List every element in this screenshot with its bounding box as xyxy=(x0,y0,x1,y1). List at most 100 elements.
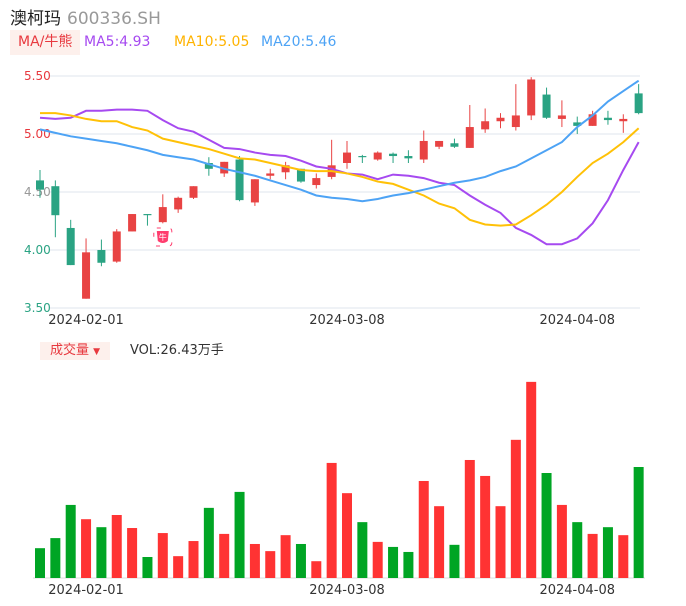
volume-bar xyxy=(173,556,184,578)
volume-bar xyxy=(464,459,475,578)
volume-bar xyxy=(587,533,598,578)
ma20-line xyxy=(39,79,640,203)
volume-bar xyxy=(311,561,322,578)
ma10-value: MA10:5.05 xyxy=(174,34,250,50)
candle-down xyxy=(204,163,213,169)
volume-bar xyxy=(357,522,368,578)
volume-bar xyxy=(280,535,291,578)
ma10-line xyxy=(40,112,640,227)
volume-bar xyxy=(418,480,429,578)
candle-down xyxy=(542,94,551,118)
volume-bar xyxy=(142,557,153,578)
stock-title: 澳柯玛 600336.SH xyxy=(10,4,161,29)
volume-bar xyxy=(326,462,337,578)
candle-down xyxy=(603,117,612,121)
candle-down xyxy=(97,250,106,263)
x-tick-label: 2024-04-08 xyxy=(539,313,615,328)
candle-down xyxy=(389,153,398,157)
x-tick-label: 2024-02-01 xyxy=(48,583,124,598)
candle-up xyxy=(481,121,490,130)
candle-down xyxy=(296,168,305,182)
stock-name: 澳柯玛 xyxy=(10,9,61,29)
indicator-selector[interactable]: MA/牛熊 xyxy=(10,30,81,55)
ma5-line xyxy=(39,108,640,246)
volume-bar xyxy=(602,527,613,578)
x-tick-label: 2024-02-01 xyxy=(48,313,124,328)
volume-bar xyxy=(35,548,45,578)
candle-up xyxy=(419,140,428,160)
candle-up xyxy=(174,197,183,210)
volume-bar xyxy=(127,528,138,578)
volume-bar xyxy=(449,544,460,578)
y-tick-label: 3.50 xyxy=(24,301,51,315)
volume-bar xyxy=(403,551,414,578)
volume-bar xyxy=(510,439,521,578)
volume-bar xyxy=(249,543,260,578)
volume-bar xyxy=(219,533,230,578)
volume-bar xyxy=(372,541,383,578)
volume-bar xyxy=(65,504,76,578)
ma5-value: MA5:4.93 xyxy=(84,34,151,50)
volume-bar xyxy=(203,507,214,578)
volume-label: 成交量 xyxy=(50,343,90,358)
volume-bar xyxy=(265,551,276,578)
volume-bar xyxy=(556,504,567,578)
bull-marker-shield xyxy=(156,231,169,243)
candle-up xyxy=(189,186,198,198)
candle-up xyxy=(435,140,444,147)
volume-bar xyxy=(480,475,491,578)
x-tick-label: 2024-03-08 xyxy=(309,313,385,328)
candle-up xyxy=(250,179,259,203)
candle-down xyxy=(634,93,643,114)
x-tick-label: 2024-04-08 xyxy=(539,583,615,598)
candle-up xyxy=(343,152,351,163)
candle-up xyxy=(266,173,275,176)
candle-up xyxy=(511,115,520,128)
volume-bar xyxy=(434,506,445,578)
candle-up xyxy=(588,114,597,126)
y-tick-label: 4.50 xyxy=(24,185,51,199)
candle-up xyxy=(373,152,382,160)
volume-bar xyxy=(295,543,306,578)
candle-down xyxy=(143,214,152,216)
candle-up xyxy=(158,207,167,223)
candle-up xyxy=(496,117,505,122)
volume-bar xyxy=(50,538,61,578)
candle-up xyxy=(619,118,628,122)
y-tick-label: 5.50 xyxy=(24,69,51,83)
volume-bar xyxy=(495,506,506,578)
candle-down xyxy=(404,156,413,159)
volume-indicator-selector[interactable]: 成交量 ▼ xyxy=(40,342,111,360)
candle-up xyxy=(281,165,290,173)
candle-down xyxy=(51,186,60,216)
candle-up xyxy=(112,231,121,262)
candle-down xyxy=(450,143,459,147)
ma20-value: MA20:5.46 xyxy=(261,34,337,50)
bull-marker-glyph: 牛 xyxy=(159,232,167,242)
candle-down xyxy=(573,122,582,126)
volume-bar xyxy=(96,527,107,578)
candle-down xyxy=(235,159,244,201)
volume-bar xyxy=(618,535,629,578)
volume-value: VOL:26.43万手 xyxy=(130,343,224,358)
volume-bar xyxy=(541,473,552,578)
volume-bar xyxy=(234,491,245,578)
candle-down xyxy=(36,180,44,190)
y-tick-label: 5.00 xyxy=(24,127,51,141)
candle-down xyxy=(66,227,75,266)
candle-up xyxy=(312,178,321,186)
x-tick-label: 2024-03-08 xyxy=(309,583,385,598)
stock-code: 600336.SH xyxy=(67,9,161,29)
volume-bar xyxy=(81,519,92,578)
volume-bar xyxy=(342,493,352,578)
caret-down-icon: ▼ xyxy=(93,347,101,357)
candle-up xyxy=(82,252,91,299)
volume-bar xyxy=(188,541,199,578)
volume-bar xyxy=(526,381,537,578)
y-tick-label: 4.00 xyxy=(24,243,51,257)
volume-bar xyxy=(111,515,122,578)
volume-bar xyxy=(388,546,399,578)
volume-bar xyxy=(572,522,583,578)
candle-down xyxy=(358,156,367,158)
